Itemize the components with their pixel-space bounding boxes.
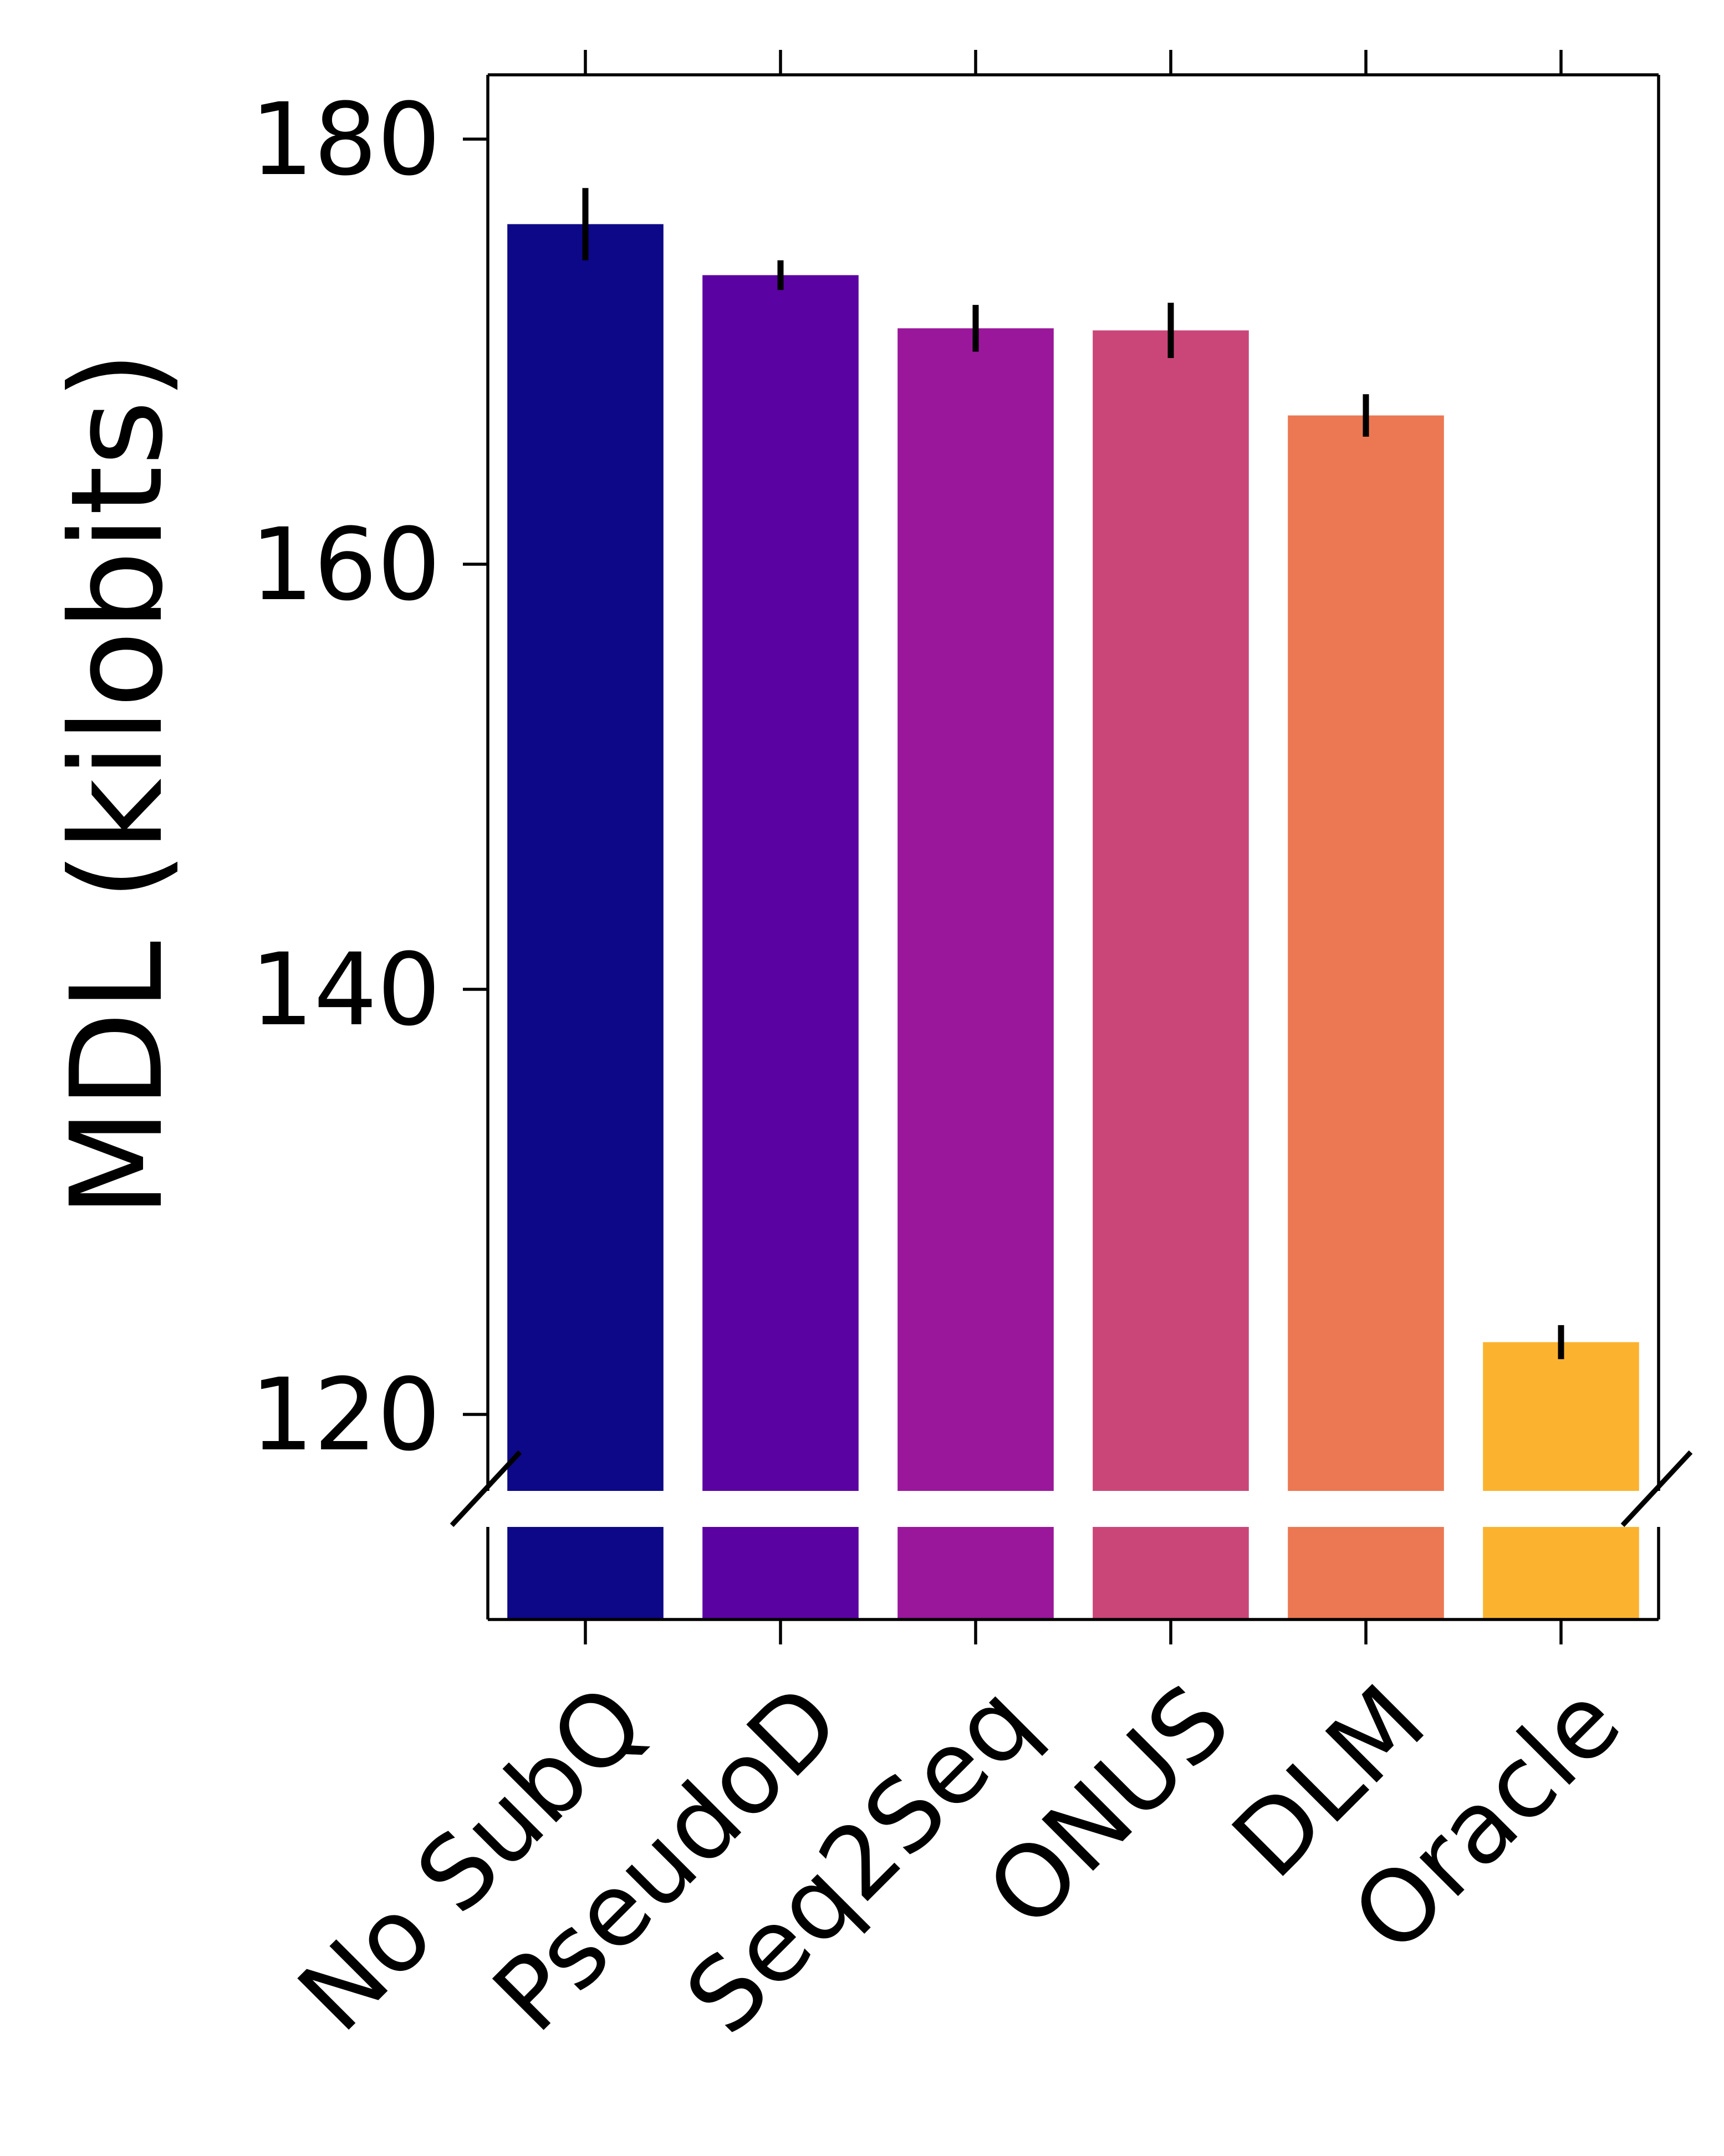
bar-oracle [1483, 1342, 1639, 1491]
y-tick-label: 180 [250, 82, 441, 198]
bar-onus [1093, 330, 1249, 1491]
y-axis-ticks: 120 140 160 180 [250, 82, 488, 1473]
axis-break-marks [450, 1450, 1693, 1527]
bar-lower-segment [702, 1527, 859, 1619]
bar-lower-segment [1093, 1527, 1249, 1619]
bar-pseudod [702, 275, 859, 1491]
axes-frame [486, 73, 1660, 1621]
bar-dlm [1288, 415, 1444, 1491]
bar-lower-segment [1483, 1527, 1639, 1619]
axis-break-right [1620, 1450, 1693, 1527]
y-tick-label: 140 [250, 932, 441, 1048]
y-tick-label: 160 [250, 507, 441, 623]
bar-no-subq [507, 224, 664, 1491]
y-tick-label: 120 [250, 1357, 441, 1473]
y-axis-label: MDL (kilobits) [43, 351, 191, 1218]
bar-seq2seq [897, 328, 1054, 1491]
bars-group [507, 224, 1639, 1619]
error-bars-group [582, 188, 1564, 1360]
bar-lower-segment [897, 1527, 1054, 1619]
bar-lower-segment [1288, 1527, 1444, 1619]
axis-break-left [450, 1450, 522, 1527]
bar-lower-segment [507, 1527, 664, 1619]
